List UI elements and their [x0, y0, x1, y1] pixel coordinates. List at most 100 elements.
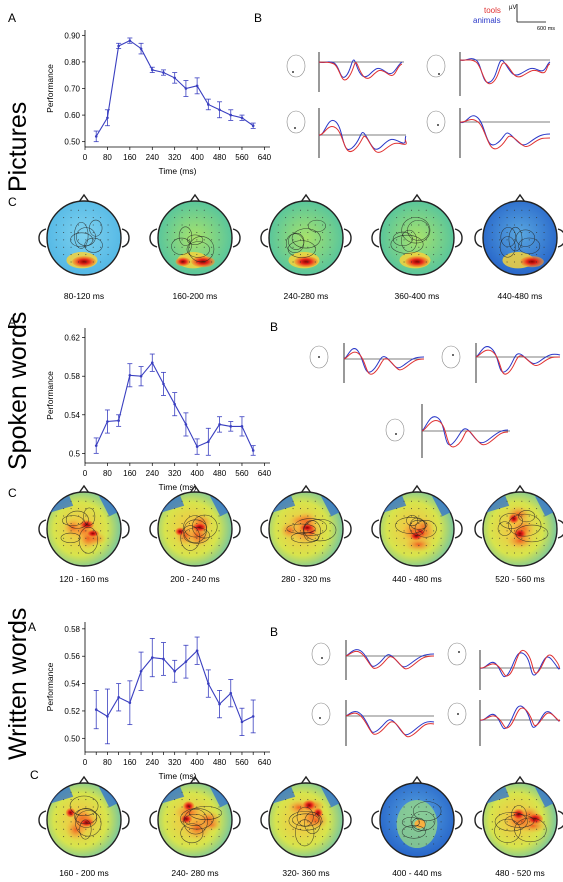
x-tick-label: 0 — [83, 469, 88, 478]
ear-left — [38, 228, 47, 248]
ear-left — [474, 810, 483, 830]
ear-right — [232, 228, 241, 248]
y-tick-label: 0.5 — [69, 449, 81, 458]
scalp-map — [38, 193, 130, 276]
label-a-spoken: A — [8, 315, 16, 329]
ear-left — [38, 810, 47, 830]
x-tick-label: 160 — [123, 153, 137, 162]
ear-right — [232, 810, 241, 830]
x-tick-label: 400 — [190, 758, 204, 767]
data-point — [195, 445, 199, 448]
nose — [411, 484, 423, 494]
y-tick-label: 0.58 — [64, 372, 80, 381]
data-point — [162, 657, 165, 661]
nose — [189, 193, 201, 203]
ear-right — [343, 228, 352, 248]
y-tick-label: 0.62 — [64, 334, 80, 343]
map-time-label: 440-480 ms — [498, 291, 543, 301]
scalp-map — [149, 484, 241, 567]
row-label-pictures: Pictures — [4, 102, 32, 192]
ear-left — [371, 519, 380, 539]
scalp-map — [371, 775, 463, 858]
data-point — [240, 116, 244, 120]
x-tick-label: 640 — [258, 758, 272, 767]
data-point — [128, 701, 132, 705]
x-tick-label: 400 — [190, 153, 204, 162]
data-point — [117, 419, 120, 422]
y-tick-label: 0.70 — [64, 85, 80, 94]
scalp-map — [474, 484, 563, 567]
topomap-row-pictures: 80-120 ms 160-200 ms 240-280 ms 360-400 ms 4… — [38, 193, 563, 301]
data-point — [94, 444, 98, 447]
data-point — [184, 660, 188, 663]
map-time-label: 120 - 160 ms — [59, 574, 109, 584]
x-tick-label: 320 — [168, 469, 182, 478]
label-a-pictures: A — [8, 11, 16, 25]
x-tick-label: 480 — [213, 469, 227, 478]
data-point — [240, 720, 244, 724]
data-point — [106, 116, 109, 120]
x-axis-label: Time (ms) — [159, 166, 197, 176]
scalp-outline — [482, 200, 558, 276]
erp-panel — [286, 52, 404, 92]
ear-right — [121, 228, 130, 248]
data-point — [106, 420, 109, 423]
row-label-written: Written words — [4, 608, 32, 760]
label-b-spoken: B — [270, 320, 278, 334]
ear-left — [371, 810, 380, 830]
erp-panel — [441, 343, 561, 383]
ear-left — [474, 519, 483, 539]
scalp-map — [474, 193, 563, 276]
map-time-label: 320- 360 ms — [282, 868, 329, 878]
nose — [411, 775, 423, 785]
data-point — [184, 87, 188, 90]
x-tick-label: 160 — [123, 469, 137, 478]
data-point — [150, 68, 154, 72]
data-point — [195, 84, 199, 88]
data-point — [173, 402, 176, 406]
map-time-label: 400 - 440 ms — [392, 868, 442, 878]
data-point — [150, 361, 154, 365]
ear-right — [232, 519, 241, 539]
x-axis-label: Time (ms) — [159, 771, 197, 781]
x-axis-label: Time (ms) — [159, 482, 197, 492]
x-tick-label: 400 — [190, 469, 204, 478]
erp-panel — [286, 108, 407, 158]
data-point — [173, 669, 176, 673]
scale-unit: µV — [509, 5, 516, 11]
x-tick-label: 640 — [258, 153, 272, 162]
data-point — [207, 103, 210, 106]
x-tick-label: 80 — [103, 758, 112, 767]
map-time-label: 480 - 520 ms — [495, 868, 545, 878]
ear-left — [260, 228, 269, 248]
map-time-label: 520 - 560 ms — [495, 574, 545, 584]
nose — [78, 775, 90, 785]
ear-right — [454, 810, 463, 830]
nose — [78, 484, 90, 494]
scalp-map — [149, 193, 241, 276]
map-time-label: 240- 280 ms — [171, 868, 218, 878]
data-point — [229, 691, 233, 695]
x-tick-label: 480 — [213, 153, 227, 162]
nose — [300, 775, 312, 785]
nose — [514, 484, 526, 494]
data-point — [139, 47, 143, 50]
label-c-pictures: C — [8, 195, 17, 209]
scalp-map — [260, 484, 352, 567]
map-time-label: 160-200 ms — [173, 291, 218, 301]
scalp-map — [474, 775, 563, 858]
nose — [189, 775, 201, 785]
erp-panel — [447, 642, 561, 690]
x-tick-label: 0 — [83, 153, 88, 162]
scalp-map — [260, 775, 352, 858]
x-tick-label: 560 — [235, 758, 249, 767]
chart-pictures: 0.50 0.60 0.70 0.80 0.90 0 80 160 240 320 400 480 56… — [45, 30, 272, 176]
erp-panel — [385, 404, 510, 458]
data-point — [240, 425, 244, 428]
scalp-outline — [268, 200, 344, 276]
ear-left — [38, 519, 47, 539]
ear-left — [260, 810, 269, 830]
x-tick-label: 240 — [146, 153, 160, 162]
data-point — [218, 108, 221, 112]
nose — [300, 193, 312, 203]
